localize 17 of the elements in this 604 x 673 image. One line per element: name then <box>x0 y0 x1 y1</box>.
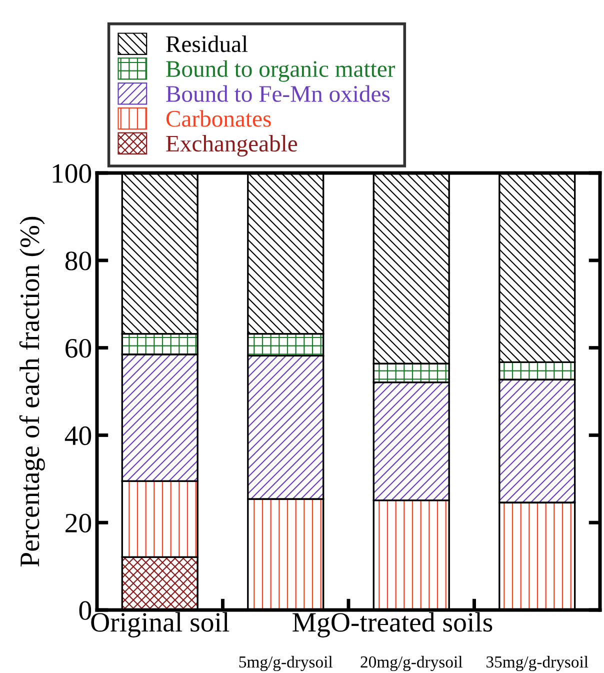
legend-label: Exchangeable <box>166 135 298 157</box>
x-tick-label: 35mg/g-drysoil <box>486 656 588 672</box>
legend-label: Residual <box>166 36 248 52</box>
y-tick-label: 100 <box>52 164 92 183</box>
y-axis-title: Percentage of each fraction (%) <box>19 216 45 567</box>
x-tick-label: 5mg/g-drysoil <box>239 656 333 672</box>
y-tick-label: 20 <box>66 514 92 533</box>
legend-label: Carbonates <box>166 110 271 127</box>
y-tick-label: 60 <box>66 338 92 358</box>
y-tick-label: 0 <box>79 601 92 620</box>
legend-label: Bound to Fe-Mn oxides <box>166 85 390 102</box>
y-tick-label: 40 <box>64 426 92 446</box>
legend-label: Bound to organic matter <box>166 60 395 82</box>
x-tick-label: Original soil <box>91 612 230 638</box>
y-tick-label: 80 <box>65 252 92 270</box>
x-tick-label: 20mg/g-drysoil <box>360 656 462 672</box>
text: MgO-treated soils <box>292 612 492 638</box>
